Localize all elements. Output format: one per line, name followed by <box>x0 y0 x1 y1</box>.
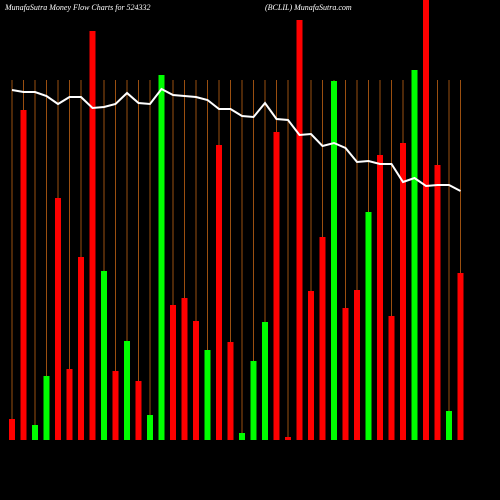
bar <box>204 350 211 440</box>
bar <box>193 321 199 440</box>
bar <box>170 305 176 440</box>
trend-line <box>11 87 461 192</box>
bar <box>66 369 73 440</box>
bar <box>20 110 27 440</box>
bar <box>32 425 38 440</box>
bar <box>101 271 107 440</box>
bar <box>342 308 349 440</box>
bar <box>377 155 383 440</box>
bar <box>262 322 268 440</box>
bar <box>285 437 291 440</box>
bar <box>124 341 130 440</box>
bar <box>158 75 165 440</box>
bar <box>78 257 84 440</box>
bar <box>354 290 360 440</box>
bar <box>319 237 326 440</box>
bar <box>9 419 15 440</box>
chart-title: MunafaSutra Money Flow Charts for 524332 <box>4 3 151 12</box>
bar <box>446 411 452 440</box>
bar <box>227 342 234 440</box>
bar <box>331 81 337 440</box>
bar <box>216 145 222 440</box>
bar <box>112 371 119 440</box>
bar <box>181 298 188 440</box>
bar <box>250 361 257 440</box>
bar <box>365 212 372 440</box>
bar <box>423 0 429 440</box>
bar <box>457 273 464 440</box>
chart-subtitle: (BCLIL) MunafaSutra.com <box>265 3 352 12</box>
bar <box>411 70 418 440</box>
bar <box>308 291 314 440</box>
bar <box>55 198 61 440</box>
bar <box>273 132 280 440</box>
bar <box>400 143 406 440</box>
bar <box>388 316 395 440</box>
bar <box>89 31 96 440</box>
bar <box>434 165 441 440</box>
bar <box>147 415 153 440</box>
bar <box>296 20 303 440</box>
bar <box>239 433 245 440</box>
bar <box>135 381 142 440</box>
bar <box>43 376 50 440</box>
